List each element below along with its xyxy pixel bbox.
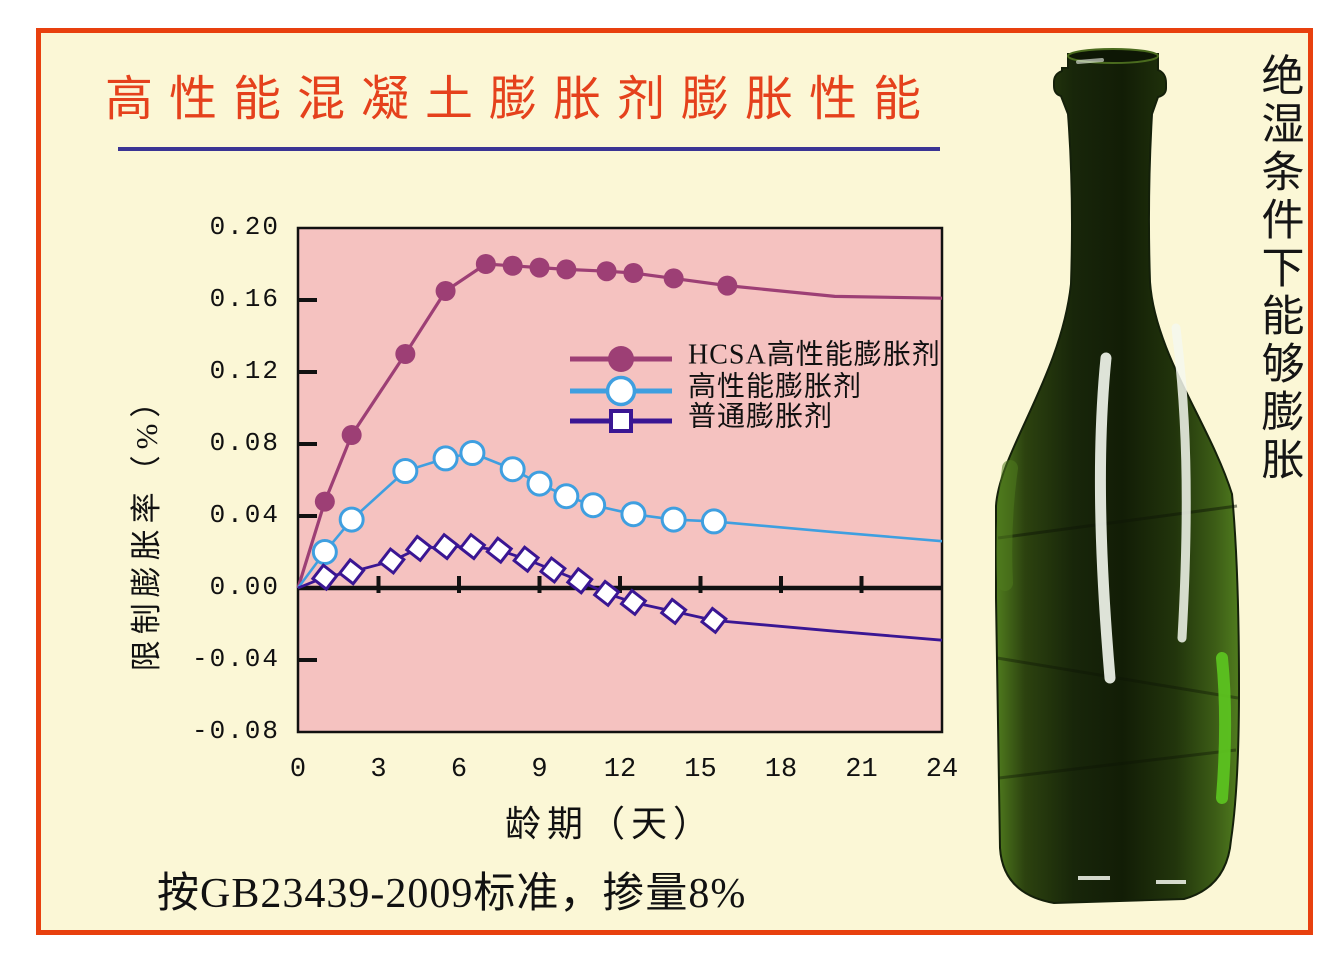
series-marker (659, 597, 688, 626)
bottle-silhouette (995, 53, 1241, 905)
series-marker (475, 254, 496, 274)
y-tick-label: -0.04 (191, 644, 280, 674)
x-tick-label: 9 (531, 755, 548, 785)
series-marker (556, 259, 577, 280)
series-marker (700, 508, 727, 535)
legend-marker (608, 346, 634, 372)
x-tick-label: 0 (289, 755, 307, 785)
y-tick-label: 0.08 (209, 428, 280, 458)
y-tick-label: 0.00 (209, 572, 280, 602)
side-note-vertical-text: 绝湿条件下能够膨胀 (1255, 53, 1302, 485)
series-marker (596, 261, 617, 282)
legend-label: HCSA高性能膨胀剂 (688, 338, 941, 370)
series-marker (311, 539, 338, 565)
series-marker (717, 275, 738, 296)
series-marker (660, 506, 687, 533)
legend-label: 普通膨胀剂 (688, 400, 833, 432)
y-tick-label: -0.08 (191, 716, 280, 746)
series-marker (526, 470, 553, 497)
bottle-green-glint (1216, 652, 1231, 804)
x-tick-label: 12 (603, 755, 637, 785)
series-marker (699, 606, 728, 635)
bottle-label-seam (996, 656, 1239, 700)
y-tick-label: 0.04 (209, 500, 280, 530)
y-tick-label: 0.16 (209, 284, 280, 314)
series-marker (620, 501, 647, 528)
series-marker (435, 281, 456, 301)
x-tick-label: 24 (925, 755, 959, 785)
series-marker (553, 483, 580, 510)
bottle-lip-highlight (1076, 58, 1104, 64)
series-marker (431, 532, 460, 561)
bottle-neck-highlight (1171, 323, 1191, 643)
title-underline (118, 147, 940, 151)
series-marker (619, 588, 648, 617)
bottle-neck-highlight (1094, 352, 1116, 684)
series-marker (565, 566, 594, 595)
series-marker (458, 532, 487, 561)
legend-marker (605, 375, 637, 407)
series-marker (377, 546, 406, 576)
series-marker (538, 555, 567, 585)
y-tick-label: 0.20 (209, 212, 280, 242)
y-tick-label: 0.12 (209, 356, 280, 386)
series-marker (512, 545, 541, 574)
series-marker (432, 445, 459, 472)
series-marker (341, 425, 362, 445)
legend-label: 高性能膨胀剂 (688, 370, 862, 402)
slide: 高性能混凝土膨胀剂膨胀性能 限制膨胀率（%） 0.20 0.16 0.12 0.08 0… (36, 28, 1313, 935)
slide-title: 高性能混凝土膨胀剂膨胀性能 (104, 73, 937, 126)
x-axis-title: 龄期（天） (504, 804, 715, 844)
series-marker (529, 257, 550, 278)
series-marker (663, 268, 684, 289)
series-marker (592, 579, 621, 608)
series-marker (502, 255, 523, 276)
x-tick-label: 21 (845, 755, 878, 785)
series-marker (395, 344, 416, 364)
standard-caption: 按GB23439-2009标准，掺量8% (157, 871, 747, 917)
series-marker (338, 506, 365, 533)
series-marker (459, 440, 486, 466)
series-marker (485, 536, 514, 565)
bottle-label-seam (998, 748, 1237, 780)
series-marker (337, 557, 366, 586)
x-tick-label: 15 (684, 755, 717, 785)
bottle-label-seam (997, 504, 1238, 540)
series-marker (623, 263, 644, 283)
x-tick-label: 6 (450, 755, 468, 785)
series-marker (314, 491, 335, 512)
series-marker (499, 456, 526, 483)
x-tick-label: 3 (370, 755, 387, 785)
x-tick-label: 18 (764, 755, 798, 785)
green-glass-bottle-image (995, 48, 1241, 905)
series-marker (310, 563, 339, 592)
series-marker (580, 492, 607, 519)
legend-marker (609, 409, 633, 433)
series-marker (392, 458, 419, 484)
bottle-shoulder-tint (996, 460, 1018, 591)
series-marker (404, 534, 433, 563)
